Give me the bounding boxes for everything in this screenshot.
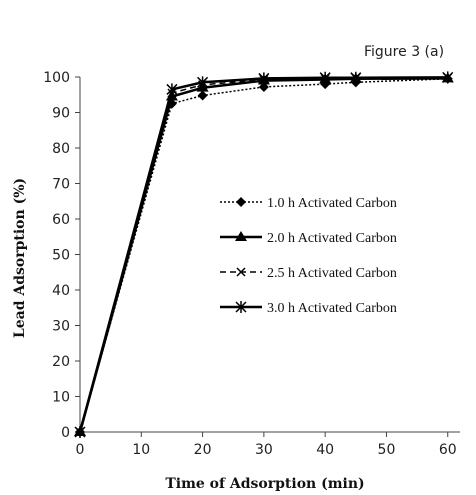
y-tick-label: 40 [52,283,70,299]
x-tick-label: 20 [194,442,212,458]
legend-label-1: 1.0 h Activated Carbon [267,196,397,211]
data-point-s4 [258,72,270,85]
y-tick-label: 60 [52,212,70,228]
series-line-1 [79,78,448,433]
legend: 1.0 h Activated Carbon 2.0 h Activated Ca… [220,196,397,316]
series-line-4 [78,76,448,433]
x-tick-label: 60 [439,442,457,458]
y-tick-label: 10 [52,390,70,406]
data-point-s1 [197,90,208,101]
x-tick-label: 40 [316,442,334,458]
legend-label-4: 3.0 h Activated Carbon [267,301,397,316]
data-point-s4 [319,71,331,84]
x-tick-label: 0 [76,442,85,458]
data-point-s4 [350,71,362,84]
legend-marker-3 [236,267,246,277]
y-tick-label: 90 [52,106,70,122]
legend-marker-2 [235,231,247,241]
y-tick-label: 20 [52,354,70,370]
series-line-3 [79,76,448,433]
figure-label: Figure 3 (a) [364,44,444,60]
y-axis-title: Lead Adsorption (%) [12,178,28,338]
plot-area: 0 10 20 30 40 50 60 70 80 90 100 0 10 20 30 40 50 60 [43,70,460,458]
y-tick-label: 50 [52,248,70,264]
legend-label-2: 2.0 h Activated Carbon [267,231,397,246]
legend-marker-4 [235,301,247,313]
legend-label-3: 2.5 h Activated Carbon [267,266,397,281]
legend-marker-1 [236,197,246,207]
y-tick-label: 0 [61,425,70,441]
x-tick-label: 50 [378,442,396,458]
y-tick-label: 100 [43,70,70,86]
x-tick-label: 30 [255,442,273,458]
x-axis-title: Time of Adsorption (min) [165,476,364,492]
data-point-s4 [166,83,178,96]
series-line-2 [78,77,448,433]
y-tick-label: 30 [52,319,70,335]
y-tick-label: 70 [52,177,70,193]
data-point-s4 [74,426,86,438]
x-tick-label: 10 [132,442,150,458]
y-tick-label: 80 [52,141,70,157]
data-point-s4 [442,71,454,84]
data-point-s4 [197,76,209,89]
